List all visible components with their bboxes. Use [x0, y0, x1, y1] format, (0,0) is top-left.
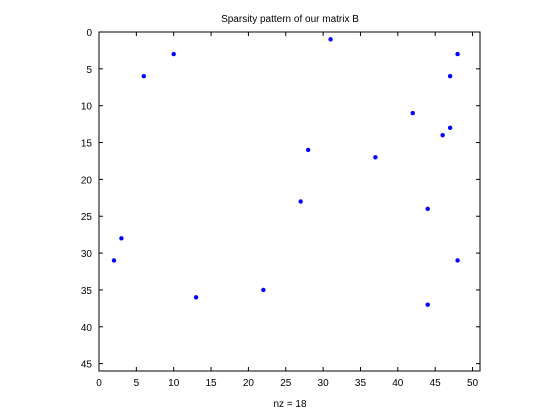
- data-point: [193, 295, 199, 300]
- x-tick-label: 30: [318, 378, 330, 389]
- y-tick-label: 10: [81, 102, 93, 113]
- data-point: [440, 132, 445, 138]
- x-tick-label: 25: [280, 378, 292, 389]
- x-axis-label: nz = 18: [273, 399, 307, 410]
- data-point: [447, 74, 453, 79]
- x-axis: 0 5 10 15 20 25 30 35 40 45 50: [96, 32, 479, 389]
- y-tick-label: 40: [81, 323, 93, 334]
- data-points: [111, 37, 460, 307]
- y-axis: 0 5 10 15 20 25 30 35 40 45: [81, 28, 480, 371]
- x-tick-label: 0: [96, 378, 102, 389]
- y-tick-label: 15: [81, 139, 93, 150]
- y-tick-label: 45: [81, 360, 93, 371]
- data-point: [111, 258, 117, 263]
- data-point: [298, 199, 303, 204]
- data-point: [305, 147, 311, 153]
- x-tick-label: 10: [168, 378, 180, 389]
- data-point: [425, 302, 430, 307]
- plot-area: [98, 31, 481, 372]
- data-point: [410, 110, 415, 116]
- x-tick-label: 5: [134, 378, 140, 389]
- x-tick-label: 20: [243, 378, 255, 389]
- y-tick-label: 0: [86, 28, 92, 39]
- data-point: [447, 125, 453, 131]
- data-point: [328, 37, 333, 42]
- y-tick-label: 5: [86, 65, 92, 76]
- data-point: [119, 236, 124, 241]
- data-point: [141, 74, 147, 79]
- x-tick-label: 45: [430, 378, 442, 389]
- data-point: [261, 287, 266, 293]
- x-tick-label: 15: [205, 378, 217, 389]
- y-tick-label: 25: [81, 212, 93, 223]
- y-tick-label: 35: [81, 286, 93, 297]
- y-tick-label: 30: [81, 249, 93, 260]
- x-tick-label: 40: [392, 378, 404, 389]
- data-point: [373, 155, 378, 160]
- data-point: [455, 51, 460, 57]
- x-tick-label: 35: [355, 378, 367, 389]
- data-point: [171, 51, 176, 57]
- y-tick-label: 20: [81, 175, 93, 186]
- x-tick-label: 50: [467, 378, 479, 389]
- data-point: [455, 258, 460, 263]
- data-point: [425, 206, 430, 212]
- chart-title: Sparsity pattern of our matrix B: [221, 14, 359, 25]
